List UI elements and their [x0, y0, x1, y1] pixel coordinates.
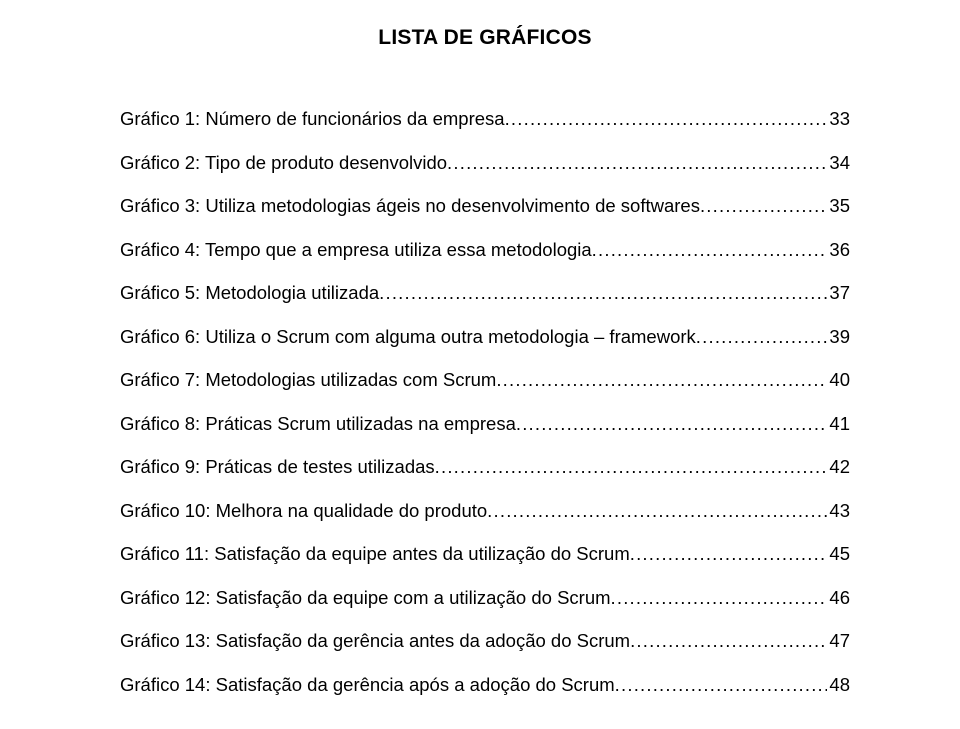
toc-leader-dots: [696, 328, 828, 347]
toc-entry-page: 48: [827, 676, 850, 695]
toc-entry-page: 35: [827, 197, 850, 216]
toc-entry-label: Gráfico 5: Metodologia utilizada: [120, 284, 379, 303]
toc-leader-dots: [700, 197, 827, 216]
toc-entry: Gráfico 8: Práticas Scrum utilizadas na …: [120, 415, 850, 434]
toc-entry: Gráfico 12: Satisfação da equipe com a u…: [120, 589, 850, 608]
toc-entry: Gráfico 1: Número de funcionários da emp…: [120, 110, 850, 129]
toc-entry: Gráfico 2: Tipo de produto desenvolvido 3…: [120, 154, 850, 173]
toc-entry: Gráfico 11: Satisfação da equipe antes d…: [120, 545, 850, 564]
toc-entry: Gráfico 14: Satisfação da gerência após …: [120, 676, 850, 695]
toc-leader-dots: [611, 589, 828, 608]
toc-entry: Gráfico 13: Satisfação da gerência antes…: [120, 632, 850, 651]
toc-entry-label: Gráfico 4: Tempo que a empresa utiliza e…: [120, 241, 592, 260]
toc-leader-dots: [435, 458, 828, 477]
toc-leader-dots: [496, 371, 827, 390]
toc-entry-label: Gráfico 8: Práticas Scrum utilizadas na …: [120, 415, 516, 434]
toc-entry-label: Gráfico 14: Satisfação da gerência após …: [120, 676, 615, 695]
page-title: LISTA DE GRÁFICOS: [120, 26, 850, 50]
toc-leader-dots: [615, 676, 828, 695]
toc-entry-label: Gráfico 1: Número de funcionários da emp…: [120, 110, 505, 129]
toc-entry-page: 39: [827, 328, 850, 347]
toc-entry-page: 46: [827, 589, 850, 608]
toc-entry-label: Gráfico 2: Tipo de produto desenvolvido: [120, 154, 447, 173]
toc-entry-label: Gráfico 11: Satisfação da equipe antes d…: [120, 545, 630, 564]
toc-entry-page: 47: [827, 632, 850, 651]
toc-entry-page: 43: [827, 502, 850, 521]
toc-entry-page: 40: [827, 371, 850, 390]
toc-entry: Gráfico 4: Tempo que a empresa utiliza e…: [120, 241, 850, 260]
toc-list: Gráfico 1: Número de funcionários da emp…: [120, 110, 850, 694]
toc-leader-dots: [592, 241, 828, 260]
toc-entry: Gráfico 6: Utiliza o Scrum com alguma ou…: [120, 328, 850, 347]
toc-entry-page: 37: [827, 284, 850, 303]
toc-entry: Gráfico 9: Práticas de testes utilizadas…: [120, 458, 850, 477]
toc-leader-dots: [447, 154, 827, 173]
toc-entry-page: 45: [827, 545, 850, 564]
toc-entry-label: Gráfico 7: Metodologias utilizadas com S…: [120, 371, 496, 390]
toc-entry: Gráfico 3: Utiliza metodologias ágeis no…: [120, 197, 850, 216]
toc-entry-page: 33: [827, 110, 850, 129]
toc-entry: Gráfico 7: Metodologias utilizadas com S…: [120, 371, 850, 390]
toc-leader-dots: [487, 502, 827, 521]
toc-entry-label: Gráfico 6: Utiliza o Scrum com alguma ou…: [120, 328, 696, 347]
toc-entry: Gráfico 10: Melhora na qualidade do prod…: [120, 502, 850, 521]
toc-entry-label: Gráfico 13: Satisfação da gerência antes…: [120, 632, 630, 651]
document-page: LISTA DE GRÁFICOS Gráfico 1: Número de f…: [0, 0, 960, 729]
toc-entry-label: Gráfico 3: Utiliza metodologias ágeis no…: [120, 197, 700, 216]
toc-entry-label: Gráfico 9: Práticas de testes utilizadas: [120, 458, 435, 477]
toc-entry: Gráfico 5: Metodologia utilizada 37: [120, 284, 850, 303]
toc-entry-label: Gráfico 12: Satisfação da equipe com a u…: [120, 589, 611, 608]
toc-leader-dots: [379, 284, 827, 303]
toc-entry-page: 36: [827, 241, 850, 260]
toc-leader-dots: [516, 415, 828, 434]
toc-leader-dots: [630, 545, 828, 564]
toc-entry-page: 41: [827, 415, 850, 434]
toc-entry-label: Gráfico 10: Melhora na qualidade do prod…: [120, 502, 487, 521]
toc-leader-dots: [630, 632, 827, 651]
toc-entry-page: 42: [827, 458, 850, 477]
toc-entry-page: 34: [827, 154, 850, 173]
toc-leader-dots: [505, 110, 828, 129]
